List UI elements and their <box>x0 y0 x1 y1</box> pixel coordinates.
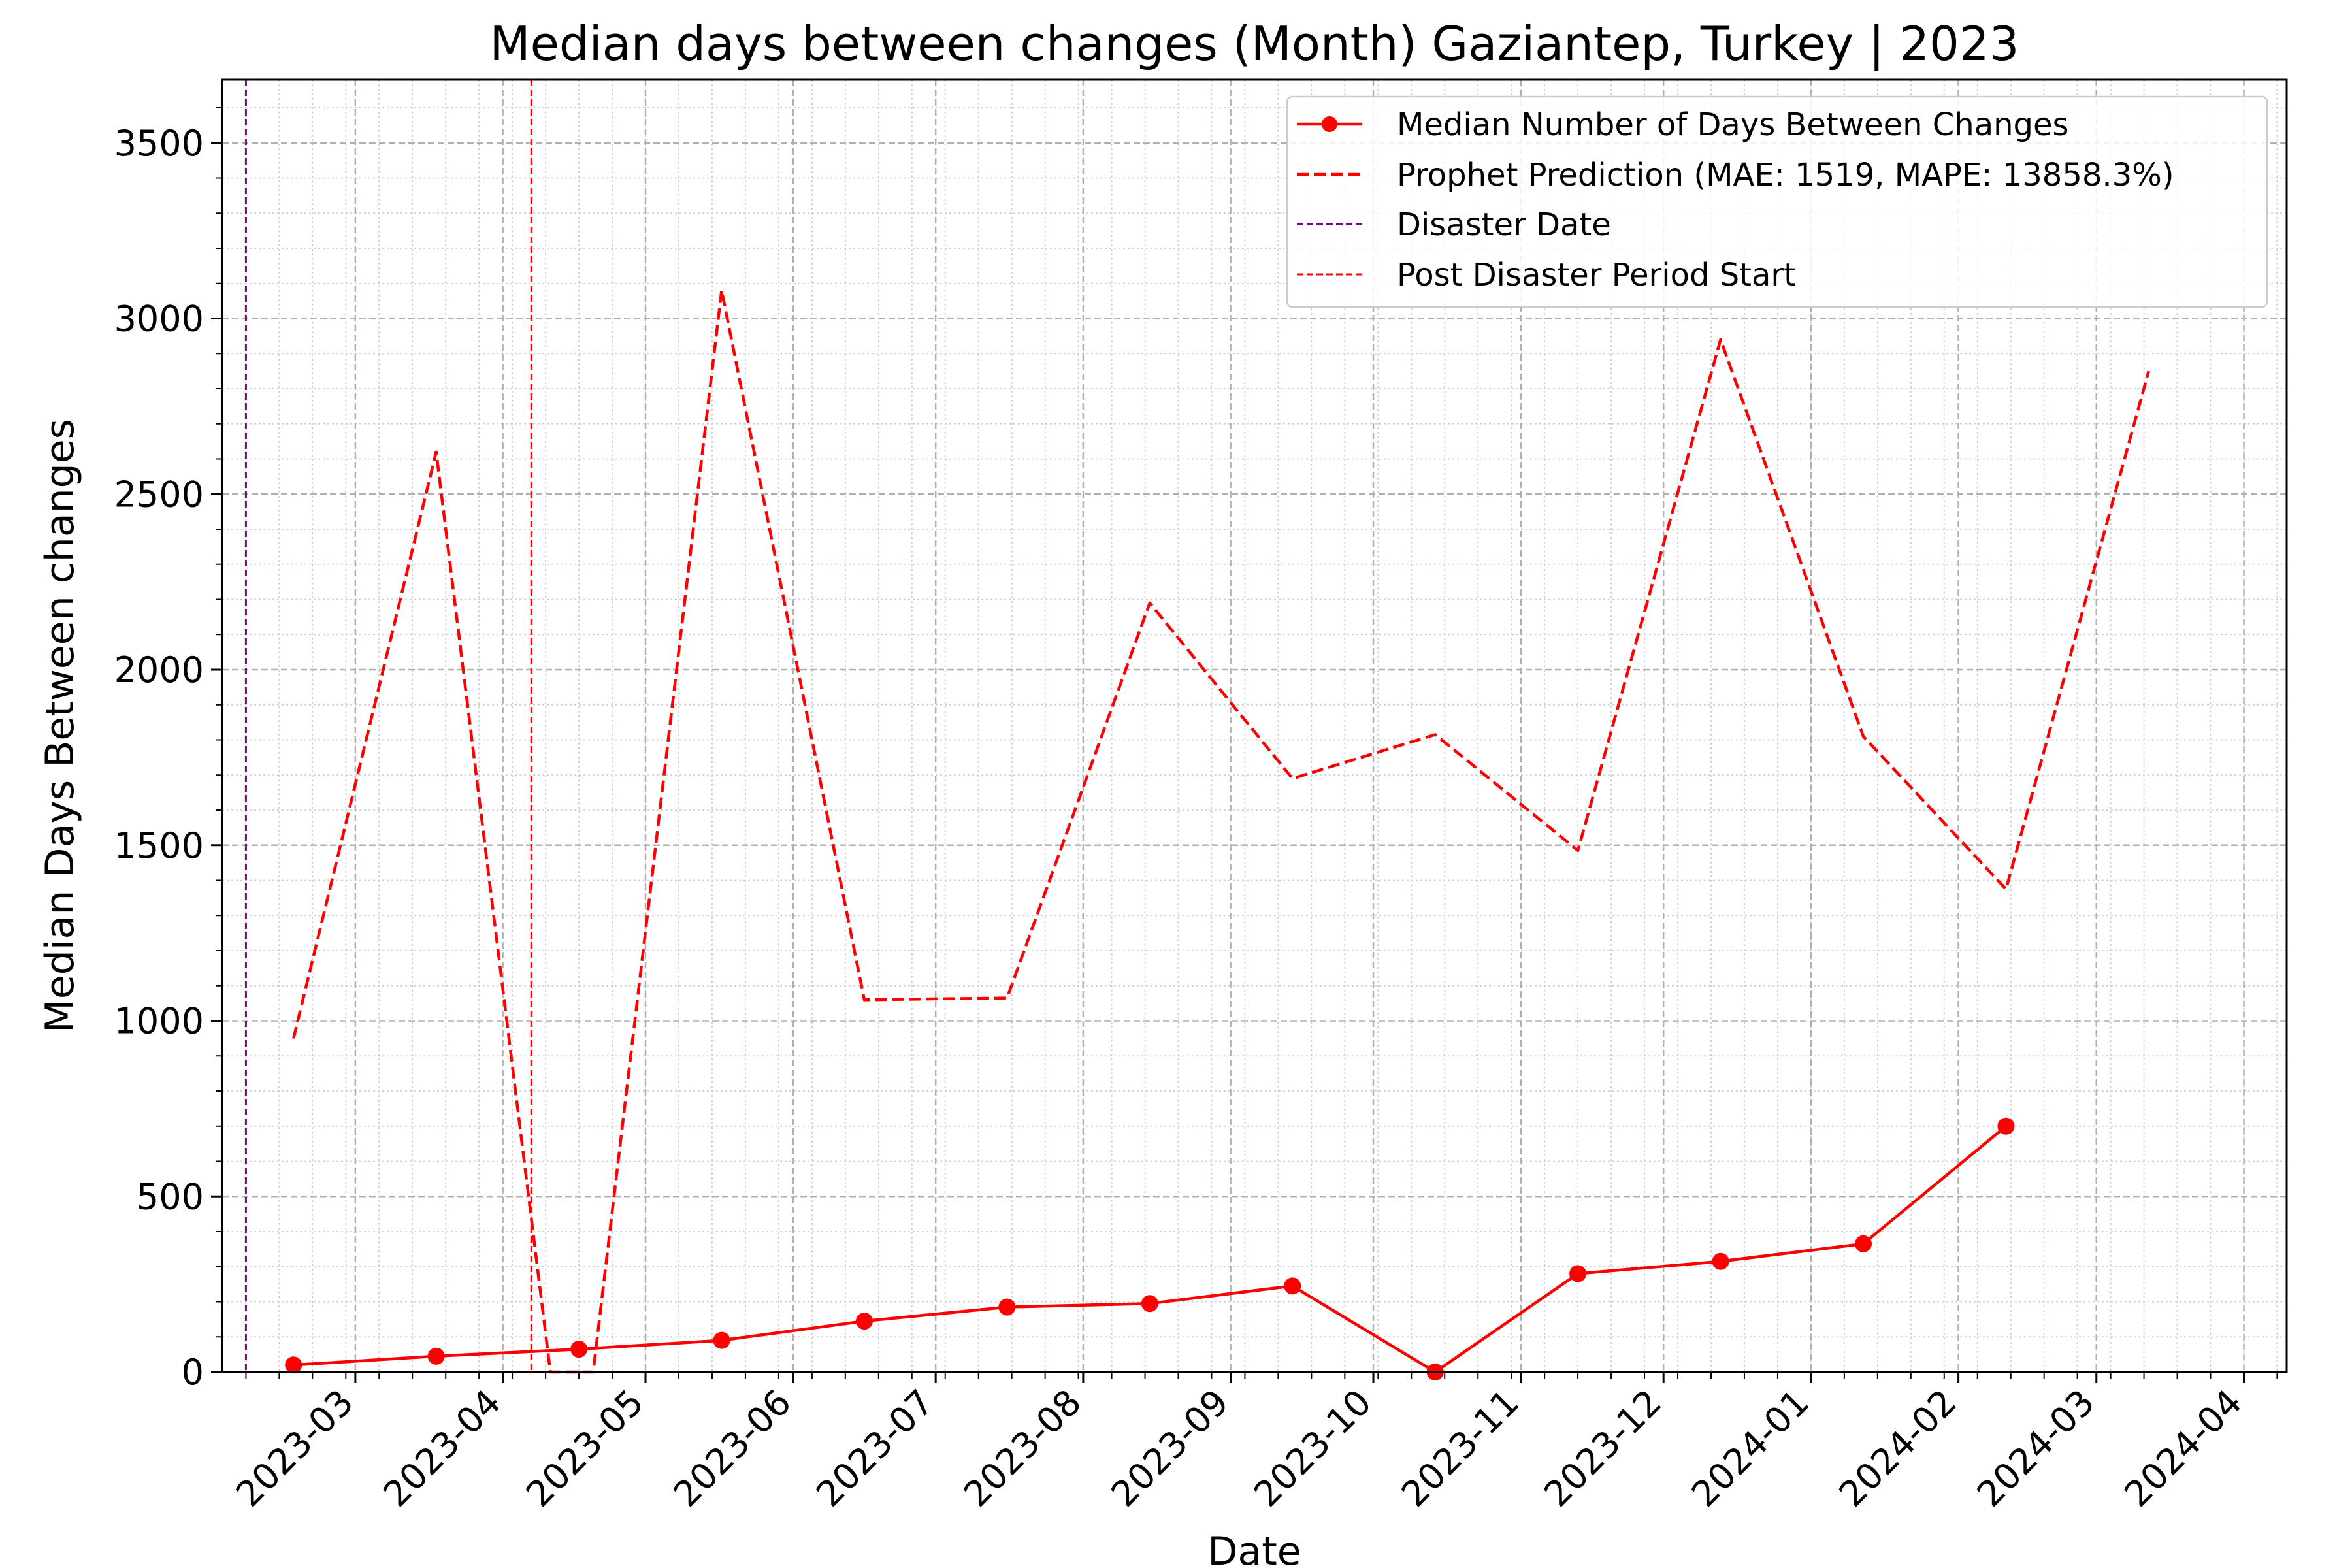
observed-point <box>998 1298 1016 1316</box>
series-layer <box>285 289 2150 1380</box>
y-tick-label: 0 <box>182 1352 204 1393</box>
chart-title: Median days between changes (Month) Gazi… <box>490 16 2019 72</box>
observed-point <box>1854 1235 1872 1252</box>
y-tick-label: 1000 <box>114 1001 204 1042</box>
prediction-series-line <box>292 289 2150 1374</box>
legend-box <box>1286 95 2268 308</box>
observed-point <box>570 1341 588 1358</box>
y-tick-label: 2000 <box>114 649 204 691</box>
legend-marker-observed <box>1322 116 1337 132</box>
observed-point <box>285 1356 302 1374</box>
y-axis: 0 500 1000 1500 2000 2500 3000 3500 <box>114 107 222 1393</box>
y-tick-label: 2500 <box>114 474 204 515</box>
plot-frame <box>221 78 2288 1373</box>
x-axis-label: Date <box>1207 1529 1301 1568</box>
observed-point <box>1712 1252 1729 1270</box>
y-tick-label: 3000 <box>114 299 204 340</box>
legend-label-disaster: Disaster Date <box>1397 206 1611 243</box>
observed-point <box>1141 1295 1158 1313</box>
observed-point <box>855 1313 873 1330</box>
y-tick-label: 3500 <box>114 123 204 164</box>
observed-point <box>1284 1277 1301 1295</box>
legend-label-observed: Median Number of Days Between Changes <box>1397 106 2069 143</box>
y-tick-label: 500 <box>137 1176 204 1217</box>
legend: Median Number of Days Between Changes Pr… <box>1286 95 2268 308</box>
legend-label-prediction: Prophet Prediction (MAE: 1519, MAPE: 138… <box>1397 157 2174 193</box>
y-axis-label: Median Days Between changes <box>37 419 83 1033</box>
observed-point <box>713 1331 730 1349</box>
observed-point <box>1997 1117 2015 1135</box>
observed-point <box>427 1347 445 1365</box>
observed-point <box>1569 1265 1587 1282</box>
y-tick-label: 1500 <box>114 825 204 866</box>
legend-label-post-disaster: Post Disaster Period Start <box>1397 257 1796 293</box>
